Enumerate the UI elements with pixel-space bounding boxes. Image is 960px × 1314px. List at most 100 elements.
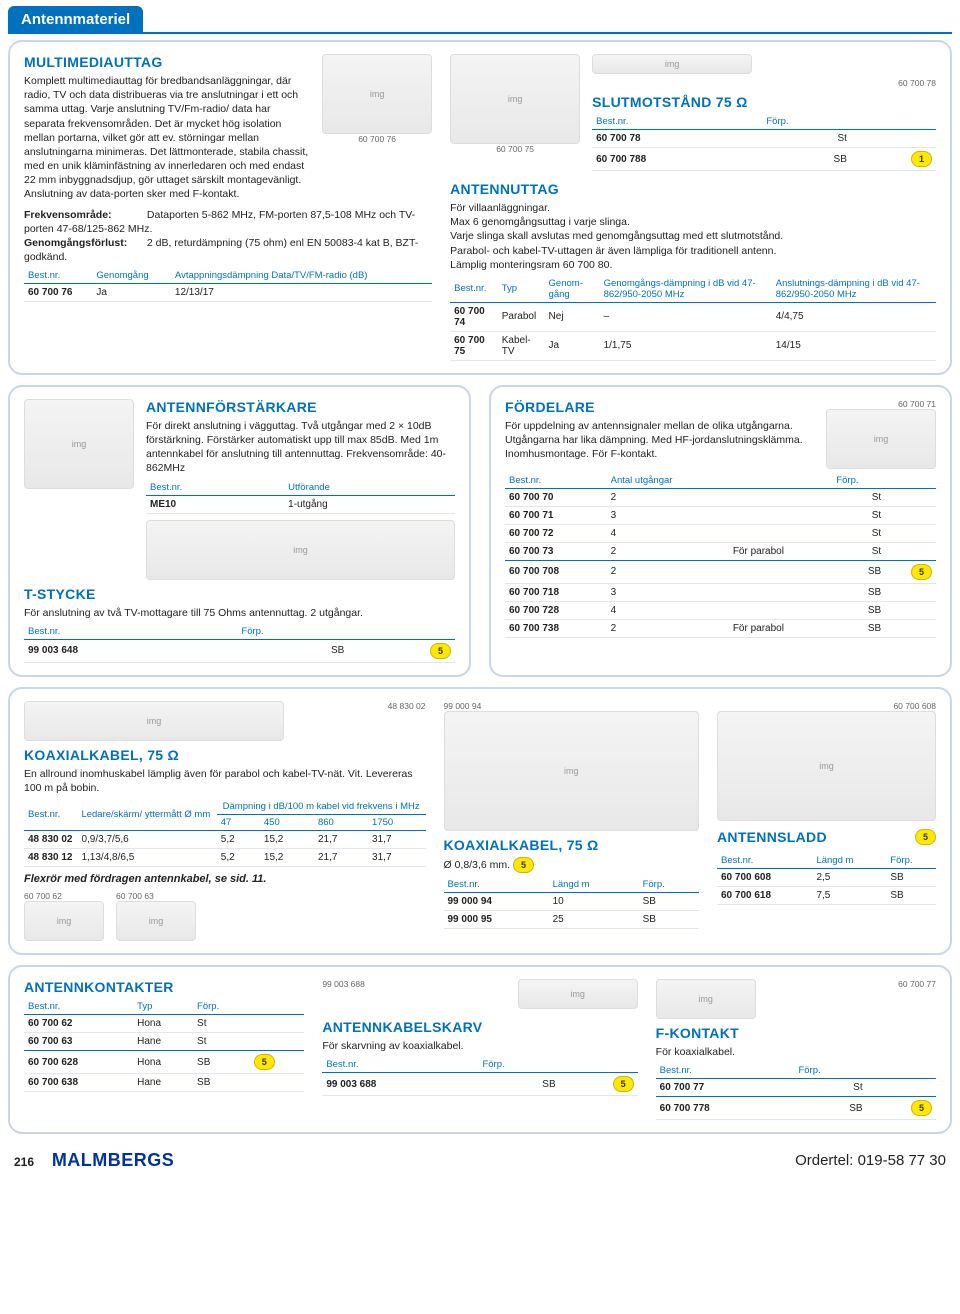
fordelare-desc: För uppdelning av antennsignaler mellan … bbox=[505, 419, 826, 462]
antennkontakter-table: Best.nr.TypFörp. 60 700 62HonaSt 60 700 … bbox=[24, 999, 304, 1092]
brand-logo: MALMBERGS bbox=[52, 1150, 175, 1170]
antennuttag-table: Best.nr. Typ Genom-gång Genomgångs-dämpn… bbox=[450, 276, 936, 361]
antennsladd-img-label: 60 700 608 bbox=[717, 701, 936, 711]
table-row: 60 700 63HaneSt bbox=[24, 1033, 304, 1051]
table-row: 60 700 7382För parabolSB bbox=[505, 619, 936, 637]
koax48-img-label: 48 830 02 bbox=[388, 701, 426, 711]
footer: 216 MALMBERGS Ordertel: 019-58 77 30 bbox=[0, 1144, 960, 1179]
th: Best.nr. bbox=[24, 268, 92, 284]
table-row: 60 700 6187,5SB bbox=[717, 886, 936, 904]
fordelare-img-label: 60 700 71 bbox=[826, 399, 936, 409]
table-row: 60 700 77St bbox=[656, 1079, 936, 1097]
koax99-table: Best.nr.Längd mFörp. 99 000 9410SB 99 00… bbox=[444, 877, 700, 929]
connector-img-a: img bbox=[24, 901, 104, 941]
koax99-title: KOAXIALKABEL, 75 Ω bbox=[444, 837, 700, 853]
table-row: 60 700 732För parabolSt bbox=[505, 542, 936, 560]
badge: 5 bbox=[513, 857, 534, 873]
antennuttag-img: img bbox=[450, 54, 580, 144]
multimedia-desc2: Anslutning av data-porten sker med F-kon… bbox=[24, 188, 239, 200]
label: 60 700 62 bbox=[24, 891, 104, 901]
page-number: 216 bbox=[14, 1155, 34, 1169]
koax99-img: img bbox=[444, 711, 700, 831]
table-row: 60 700 7183SB bbox=[505, 583, 936, 601]
fkontakt-img: img bbox=[656, 979, 756, 1019]
table-row: 60 700 724St bbox=[505, 524, 936, 542]
kv2-k: Genomgångsförlust: bbox=[24, 236, 144, 250]
koax48-note: Flexrör med fördragen antennkabel, se si… bbox=[24, 873, 426, 885]
table-row: 99 003 688SB5 bbox=[322, 1073, 637, 1096]
table-row: 48 830 020,9/3,7/5,65,215,221,731,7 bbox=[24, 831, 426, 849]
koax48-table: Best.nr. Ledare/skärm/ yttermått Ø mm Dä… bbox=[24, 799, 426, 867]
th: Avtappningsdämpning Data/TV/FM-radio (dB… bbox=[171, 268, 432, 284]
antennuttag-title: ANTENNUTTAG bbox=[450, 181, 936, 197]
panel-2-left: img ANTENNFÖRSTÄRKARE För direkt anslutn… bbox=[8, 385, 471, 677]
forstarkare-table: Best.nr.Utförande ME101-utgång bbox=[146, 480, 455, 514]
kabelskarv-img-label: 99 003 688 bbox=[322, 979, 365, 989]
table-row: 60 700 788SB1 bbox=[592, 148, 936, 171]
table-row: 60 700 78St bbox=[592, 130, 936, 148]
badge: 5 bbox=[613, 1076, 634, 1092]
fordelare-table: Best.nr.Antal utgångarFörp. 60 700 702St… bbox=[505, 473, 936, 638]
connector-img-b: img bbox=[116, 901, 196, 941]
table-row: 60 700 702St bbox=[505, 488, 936, 506]
table-row: 60 700 638HaneSB bbox=[24, 1074, 304, 1092]
badge: 5 bbox=[915, 829, 936, 845]
koax48-desc: En allround inomhuskabel lämplig även fö… bbox=[24, 767, 426, 795]
koax48-img: img bbox=[24, 701, 284, 741]
badge: 1 bbox=[911, 151, 932, 167]
table-row: 99 000 9525SB bbox=[444, 910, 700, 928]
panel-1: MULTIMEDIAUTTAG Komplett multimediauttag… bbox=[8, 40, 952, 375]
fkontakt-desc: För koaxialkabel. bbox=[656, 1045, 936, 1059]
multimedia-img-label: 60 700 76 bbox=[322, 134, 432, 144]
table-row: 60 700 7082SB5 bbox=[505, 560, 936, 583]
badge: 5 bbox=[911, 564, 932, 580]
ordertel: Ordertel: 019-58 77 30 bbox=[795, 1152, 946, 1169]
multimedia-title: MULTIMEDIAUTTAG bbox=[24, 54, 310, 70]
tstycke-title: T-STYCKE bbox=[24, 586, 455, 602]
fkontakt-img-label: 60 700 77 bbox=[898, 979, 936, 989]
table-row: 60 700 6082,5SB bbox=[717, 868, 936, 886]
forstarkare-desc: För direkt anslutning i vägguttag. Två u… bbox=[146, 419, 455, 476]
table-row: 48 830 121,13/4,8/6,55,215,221,731,7 bbox=[24, 849, 426, 867]
antennuttag-desc: För villaanläggningar. Max 6 genomgångsu… bbox=[450, 201, 936, 272]
fordelare-title: FÖRDELARE bbox=[505, 399, 826, 415]
panel-4: ANTENNKONTAKTER Best.nr.TypFörp. 60 700 … bbox=[8, 965, 952, 1134]
antennuttag-img-label: 60 700 75 bbox=[450, 144, 580, 154]
badge: 5 bbox=[430, 643, 451, 659]
table-row: 60 700 778SB5 bbox=[656, 1097, 936, 1120]
fordelare-img: img bbox=[826, 409, 936, 469]
slutmotstand-title: SLUTMOTSTÅND 75 Ω bbox=[592, 94, 936, 110]
antennsladd-title: ANTENNSLADD bbox=[717, 829, 827, 845]
label: 60 700 63 bbox=[116, 891, 196, 901]
antennsladd-img: img bbox=[717, 711, 936, 821]
forstarkare-title: ANTENNFÖRSTÄRKARE bbox=[146, 399, 455, 415]
kabelskarv-desc: För skarvning av koaxialkabel. bbox=[322, 1039, 637, 1053]
slutmotstand-img: img bbox=[592, 54, 752, 74]
table-row: 99 000 9410SB bbox=[444, 892, 700, 910]
table-row: 60 700 7284SB bbox=[505, 601, 936, 619]
tstycke-table: Best.nr.Förp. 99 003 648SB5 bbox=[24, 624, 455, 663]
koax99-desc: Ø 0,8/3,6 mm. bbox=[444, 859, 511, 871]
multimedia-table: Best.nr. Genomgång Avtappningsdämpning D… bbox=[24, 268, 432, 302]
table-row: 60 700 74ParabolNej–4/4,75 bbox=[450, 302, 936, 331]
forstarkare-img: img bbox=[146, 520, 455, 580]
antennsladd-table: Best.nr.Längd mFörp. 60 700 6082,5SB 60 … bbox=[717, 853, 936, 905]
kabelskarv-table: Best.nr.Förp. 99 003 688SB5 bbox=[322, 1057, 637, 1096]
table-row: 99 003 648SB5 bbox=[24, 639, 455, 662]
koax99-img-label: 99 000 94 bbox=[444, 701, 700, 711]
table-row: 60 700 75Kabel-TVJa1/1,7514/15 bbox=[450, 331, 936, 360]
table-row: 60 700 628HonaSB5 bbox=[24, 1051, 304, 1074]
table-row: 60 700 76 Ja 12/13/17 bbox=[24, 284, 432, 302]
header-tab: Antennmateriel bbox=[8, 6, 143, 33]
slutmotstand-img-label: 60 700 78 bbox=[592, 78, 936, 88]
tstycke-desc: För anslutning av två TV-mottagare till … bbox=[24, 606, 455, 620]
table-row: 60 700 62HonaSt bbox=[24, 1015, 304, 1033]
badge: 5 bbox=[254, 1054, 275, 1070]
fkontakt-title: F-KONTAKT bbox=[656, 1025, 936, 1041]
fkontakt-table: Best.nr.Förp. 60 700 77St 60 700 778SB5 bbox=[656, 1063, 936, 1120]
slutmotstand-table: Best.nr.Förp. 60 700 78St 60 700 788SB1 bbox=[592, 114, 936, 171]
kabelskarv-img: img bbox=[518, 979, 638, 1009]
multimedia-desc: Komplett multimediauttag för bredbandsan… bbox=[24, 74, 310, 202]
multimedia-img: img bbox=[322, 54, 432, 134]
badge: 5 bbox=[911, 1100, 932, 1116]
